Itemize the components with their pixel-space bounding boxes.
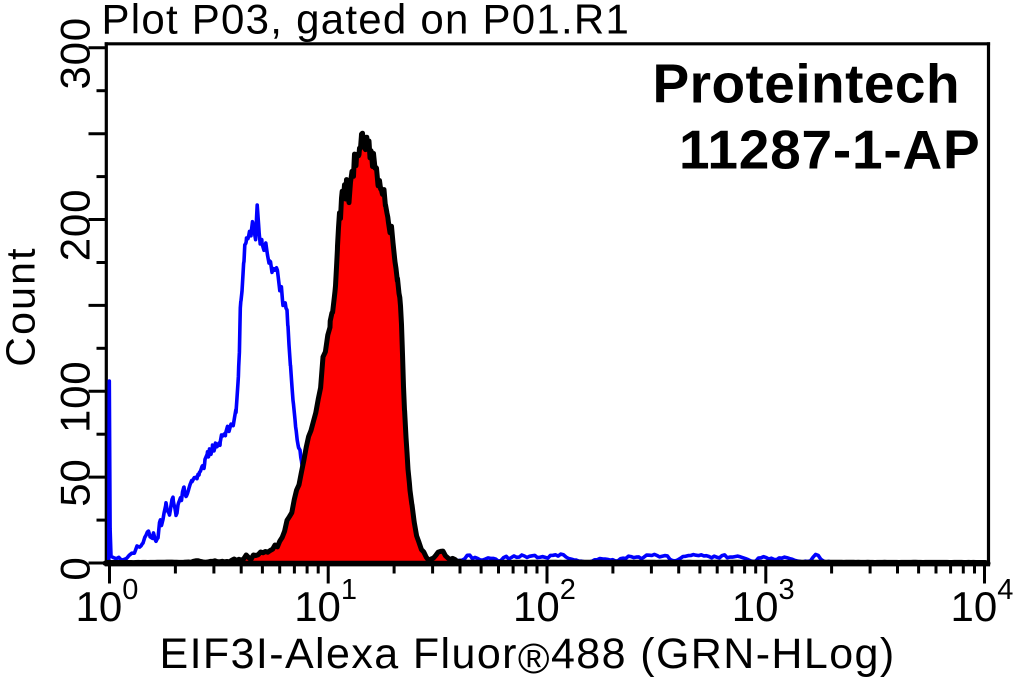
svg-text:Proteintech: Proteintech — [652, 53, 960, 115]
svg-text:300: 300 — [52, 17, 99, 89]
svg-text:200: 200 — [52, 189, 99, 261]
svg-text:Count: Count — [0, 246, 44, 366]
svg-text:100: 100 — [52, 361, 99, 433]
svg-text:EIF3I-Alexa Fluor®488 (GRN-HLo: EIF3I-Alexa Fluor®488 (GRN-HLog) — [160, 630, 896, 683]
svg-text:0: 0 — [52, 556, 99, 580]
svg-text:50: 50 — [52, 458, 99, 506]
svg-text:11287-1-AP: 11287-1-AP — [679, 119, 981, 181]
svg-text:Plot P03, gated on P01.R1: Plot P03, gated on P01.R1 — [102, 0, 631, 43]
